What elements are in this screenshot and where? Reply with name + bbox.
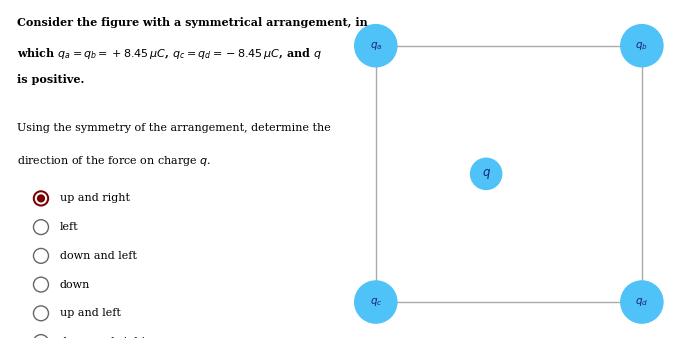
Circle shape — [621, 281, 663, 323]
Circle shape — [621, 25, 663, 67]
Text: $q_b$: $q_b$ — [635, 40, 648, 52]
Text: left: left — [60, 222, 79, 232]
Text: down: down — [60, 280, 90, 290]
Circle shape — [354, 281, 397, 323]
Text: down and left: down and left — [60, 251, 137, 261]
Circle shape — [471, 158, 502, 189]
Circle shape — [36, 193, 46, 204]
Text: which $q_a = q_b = +8.45\,\mu C$, $q_c = q_d = -8.45\,\mu C$, and $q$: which $q_a = q_b = +8.45\,\mu C$, $q_c =… — [17, 46, 322, 61]
Text: up and right: up and right — [60, 193, 130, 203]
Text: $q_c$: $q_c$ — [370, 296, 382, 308]
Text: is positive.: is positive. — [17, 74, 85, 86]
Text: direction of the force on charge $q$.: direction of the force on charge $q$. — [17, 154, 212, 168]
Text: Consider the figure with a symmetrical arrangement, in: Consider the figure with a symmetrical a… — [17, 17, 368, 28]
Circle shape — [33, 191, 48, 206]
Text: up and left: up and left — [60, 308, 121, 318]
Text: $q_d$: $q_d$ — [635, 296, 648, 308]
Text: down and right: down and right — [60, 337, 145, 338]
Text: $q$: $q$ — [482, 167, 490, 181]
Text: $q_a$: $q_a$ — [370, 40, 382, 52]
Text: Using the symmetry of the arrangement, determine the: Using the symmetry of the arrangement, d… — [17, 123, 331, 134]
Circle shape — [38, 195, 44, 202]
Circle shape — [354, 25, 397, 67]
